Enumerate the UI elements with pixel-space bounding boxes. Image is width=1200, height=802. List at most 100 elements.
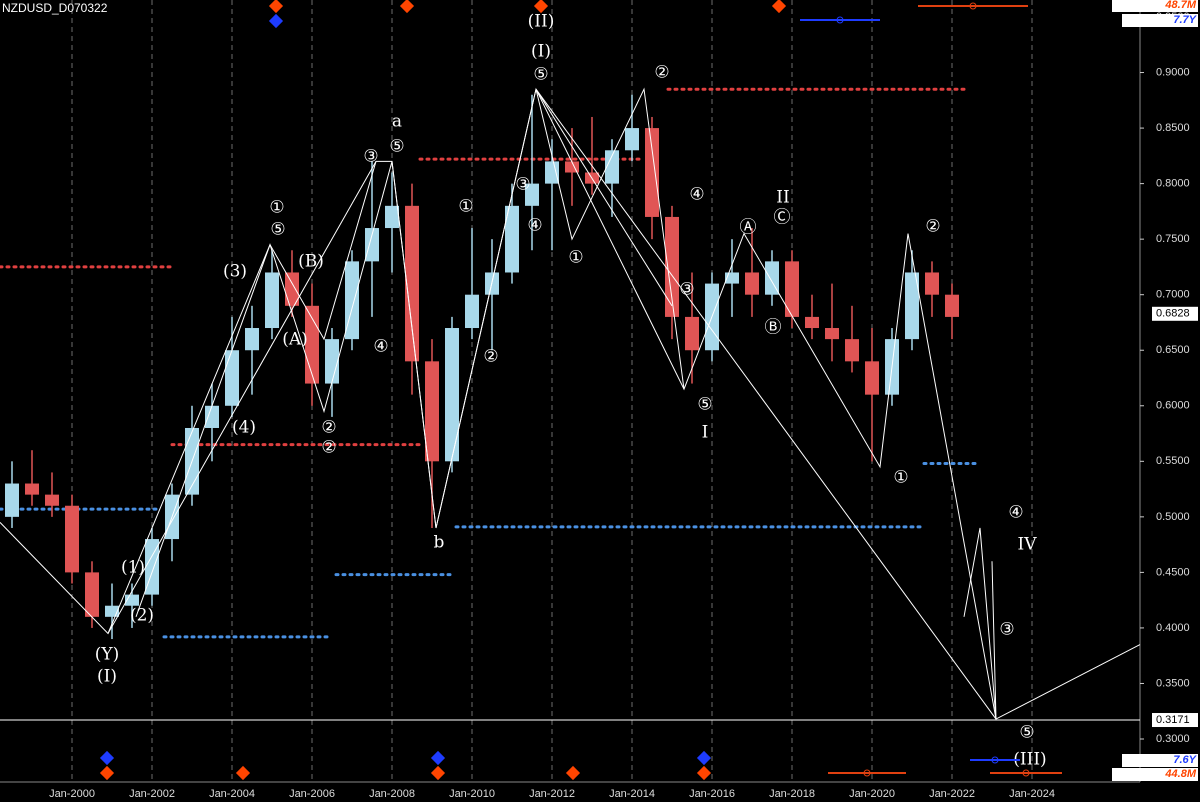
candle-body — [625, 128, 639, 151]
wave-label: ⑤ — [270, 220, 285, 240]
candle-body — [545, 161, 559, 184]
badge — [1112, 0, 1198, 12]
wave-label: Ⓐ — [740, 218, 757, 238]
wave-label: ③ — [679, 280, 694, 300]
y-tick-label: 0.5500 — [1156, 455, 1190, 467]
wave-label: ② — [321, 418, 336, 438]
wave-label: ③ — [999, 620, 1014, 640]
indicator-dot — [969, 2, 977, 10]
indicator-dot — [863, 769, 871, 777]
wave-label: (4) — [232, 418, 256, 438]
candle-body — [65, 505, 79, 573]
wave-label: ⑤ — [389, 137, 404, 157]
diamond-marker — [430, 765, 446, 781]
candle-body — [265, 272, 279, 329]
candle-body — [925, 272, 939, 295]
wave-label: ① — [458, 197, 473, 217]
badge — [1122, 14, 1198, 27]
x-tick-label: Jan-2012 — [529, 788, 575, 800]
x-tick-label: Jan-2008 — [369, 788, 415, 800]
x-tick-label: Jan-2020 — [849, 788, 895, 800]
diamond-marker — [99, 750, 115, 766]
wave-line — [963, 527, 997, 720]
wave-line — [535, 88, 673, 307]
wave-label: (1) — [121, 558, 145, 578]
x-tick-label: Jan-2000 — [49, 788, 95, 800]
wave-label: ④ — [373, 337, 388, 357]
candle-body — [825, 328, 839, 340]
wave-label: ⑤ — [1019, 723, 1034, 743]
candle-body — [465, 294, 479, 329]
x-tick-label: Jan-2018 — [769, 788, 815, 800]
candle-body — [385, 205, 399, 229]
candle-body — [805, 316, 819, 329]
candle-body — [45, 494, 59, 506]
candle-body — [325, 339, 339, 384]
y-tick-label: 0.7000 — [1156, 289, 1190, 301]
badge — [1112, 768, 1198, 781]
y-tick-label: 0.6000 — [1156, 400, 1190, 412]
wave-label: IV — [1018, 535, 1038, 555]
x-tick-label: Jan-2022 — [929, 788, 975, 800]
candle-body — [505, 205, 519, 273]
candle-body — [665, 216, 679, 317]
diamond-marker — [399, 0, 415, 14]
wave-line — [535, 88, 997, 720]
candle-body — [405, 205, 419, 362]
wave-label: II — [776, 188, 789, 208]
candle-body — [845, 339, 859, 362]
price-tag — [1152, 306, 1198, 321]
diamond-marker — [268, 0, 284, 14]
wave-label: (A) — [282, 330, 308, 350]
y-tick-label: 0.4500 — [1156, 566, 1190, 578]
y-tick-label: 0.6500 — [1156, 344, 1190, 356]
chart-title: NZDUSD_D070322 — [2, 1, 108, 15]
wave-label: ⑤ — [533, 65, 548, 85]
diamond-marker — [696, 750, 712, 766]
candle-body — [865, 361, 879, 395]
wave-label: ① — [568, 248, 583, 268]
wave-label: (III) — [1013, 750, 1046, 770]
indicator-dot — [836, 16, 844, 24]
wave-label: ② — [483, 347, 498, 367]
diamond-marker — [696, 765, 712, 781]
candle-body — [5, 483, 19, 517]
candle-body — [645, 128, 659, 217]
y-tick-label: 0.3000 — [1156, 733, 1190, 745]
candle-body — [85, 572, 99, 617]
candle-body — [445, 328, 459, 462]
wave-label: ⑤ — [697, 395, 712, 415]
diamond-marker — [565, 765, 581, 781]
candle-body — [245, 328, 259, 351]
x-tick-label: Jan-2016 — [689, 788, 735, 800]
candle-body — [945, 294, 959, 317]
last-price-label: 0.6828 — [1156, 308, 1190, 320]
candle-body — [205, 405, 219, 428]
y-tick-label: 0.9000 — [1156, 66, 1190, 78]
candle-body — [525, 183, 539, 206]
wave-label: (I) — [97, 667, 117, 687]
indicator-dot — [1022, 769, 1030, 777]
x-tick-label: Jan-2010 — [449, 788, 495, 800]
x-tick-label: Jan-2014 — [609, 788, 655, 800]
diamond-marker — [533, 0, 549, 14]
wave-line — [0, 87, 1141, 720]
wave-line — [435, 87, 685, 529]
wave-label: ④ — [527, 216, 542, 236]
diamond-marker — [235, 765, 251, 781]
wave-label: Ⓑ — [765, 318, 782, 338]
wave-label: Ⓒ — [774, 208, 791, 228]
candle-body — [565, 161, 579, 173]
wave-label: (II) — [528, 12, 555, 32]
wave-label: (2) — [130, 606, 154, 626]
diamond-marker — [268, 13, 284, 29]
badge-label: 7.6Y — [1173, 754, 1197, 766]
wave-label: ① — [893, 468, 908, 488]
wave-label: (Y) — [95, 645, 120, 665]
candle-body — [605, 150, 619, 184]
candle-body — [725, 272, 739, 284]
indicator-dot — [991, 756, 999, 764]
y-tick-label: 0.8000 — [1156, 178, 1190, 190]
y-tick-label: 0.4000 — [1156, 622, 1190, 634]
wave-label: (3) — [223, 262, 247, 282]
